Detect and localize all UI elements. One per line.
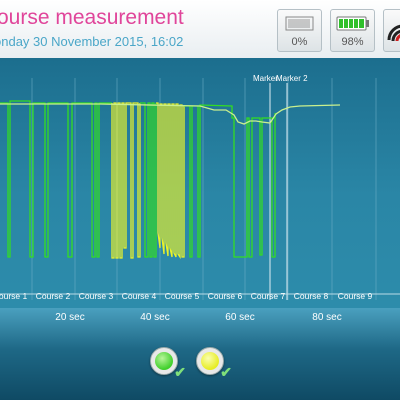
course-label: Course 5 xyxy=(165,291,200,301)
check-icon: ✔ xyxy=(174,364,186,380)
battery-icon xyxy=(336,16,369,31)
marker-label-1: Marker xyxy=(253,74,278,83)
x-tick-label: 60 sec xyxy=(225,312,255,323)
course-label: Course 8 xyxy=(294,291,329,301)
yellow-channel-toggle[interactable]: ✔ xyxy=(196,347,232,380)
wifi-status[interactable] xyxy=(383,9,400,52)
signal-plot: Marker Marker 2 Course 1 Course 2 Course… xyxy=(0,74,400,301)
marker-lines xyxy=(269,83,288,300)
battery-status[interactable]: 98% xyxy=(330,9,375,52)
header-bar: ourse measurement onday 30 November 2015… xyxy=(0,0,400,59)
green-dot-icon xyxy=(155,352,173,370)
green-trace-2 xyxy=(140,102,157,258)
green-trace-1 xyxy=(0,100,112,258)
date-time-label: onday 30 November 2015, 16:02 xyxy=(0,34,184,49)
page-title: ourse measurement xyxy=(0,6,184,29)
green-trace-3 xyxy=(184,104,276,258)
x-tick-label: 80 sec xyxy=(312,312,342,323)
grid-lines xyxy=(31,78,377,300)
memory-icon xyxy=(285,16,314,31)
course-label: Course 2 xyxy=(36,291,71,301)
x-tick-label: 20 sec xyxy=(55,312,85,323)
x-tick-label: 40 sec xyxy=(140,312,170,323)
yellow-trace-2 xyxy=(156,102,185,260)
marker-label-2: Marker 2 xyxy=(276,74,308,83)
green-channel-toggle[interactable]: ✔ xyxy=(150,347,186,380)
course-label: Course 4 xyxy=(122,291,157,301)
memory-status[interactable]: 0% xyxy=(277,9,322,52)
yellow-dot-icon xyxy=(201,352,219,370)
battery-percent: 98% xyxy=(341,36,364,48)
wifi-icon xyxy=(387,24,400,42)
course-label: Course 9 xyxy=(338,291,373,301)
course-label: Course 3 xyxy=(79,291,114,301)
check-icon: ✔ xyxy=(220,364,232,380)
course-label: Course 7 xyxy=(251,291,286,301)
chart-area[interactable]: Marker Marker 2 Course 1 Course 2 Course… xyxy=(0,58,400,308)
pale-trace xyxy=(0,103,341,125)
signal-traces xyxy=(0,100,341,260)
course-label: Course 1 xyxy=(0,291,28,301)
yellow-trace-1 xyxy=(111,102,141,259)
course-label: Course 6 xyxy=(208,291,243,301)
memory-percent: 0% xyxy=(291,36,308,48)
